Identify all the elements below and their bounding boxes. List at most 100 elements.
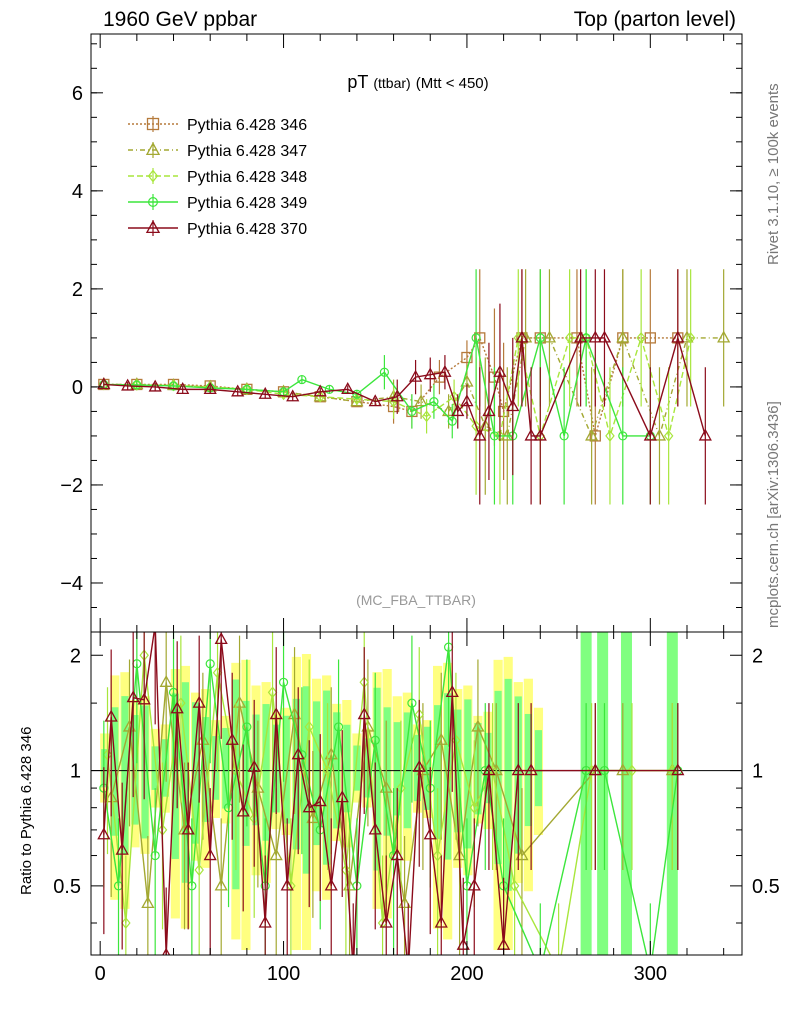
ratio-point — [150, 619, 161, 629]
data-point — [643, 428, 657, 441]
x-tick-label: 300 — [634, 963, 667, 985]
ratio-point — [434, 732, 448, 745]
ratio-band-green — [363, 738, 371, 798]
ratio-y-tick-label: 2 — [752, 645, 763, 667]
ratio-point — [412, 759, 426, 772]
title-sub: (ttbar) — [373, 75, 410, 91]
ratio-point — [236, 804, 250, 817]
ratio-point — [104, 709, 118, 722]
ratio-point — [536, 967, 544, 975]
ratio-point — [97, 827, 111, 840]
ratio-point — [269, 848, 283, 861]
ratio-band-green — [181, 682, 190, 883]
data-point — [132, 380, 142, 390]
x-tick-label: 200 — [450, 963, 483, 985]
data-point — [698, 428, 712, 441]
data-point — [315, 390, 325, 403]
ratio-point — [302, 800, 316, 813]
data-point — [717, 330, 731, 343]
ratio-point — [225, 732, 239, 745]
data-point — [513, 331, 524, 344]
data-point — [461, 351, 473, 364]
data-point — [297, 374, 307, 385]
ratio-band-green — [343, 724, 351, 813]
ratio-point — [150, 850, 160, 861]
ratio-point — [511, 763, 525, 776]
ratio-band-green — [373, 687, 381, 871]
ratio-point — [586, 764, 597, 777]
ratio-band-green — [534, 730, 543, 807]
ratio-point — [181, 822, 195, 835]
ratio-point — [368, 822, 382, 835]
ratio-band-green — [423, 726, 432, 810]
plot-title: pT (ttbar) (Mtt < 450) — [347, 72, 488, 92]
ratio-band-green — [464, 699, 472, 849]
data-point — [203, 382, 217, 395]
data-point — [421, 410, 432, 423]
data-point — [471, 420, 481, 433]
ratio-band-green — [212, 736, 220, 800]
data-point — [535, 333, 545, 343]
ratio-point — [205, 659, 215, 669]
ratio-point — [102, 748, 113, 761]
data-point — [495, 429, 505, 442]
data-point — [460, 394, 474, 407]
ratio-point — [482, 763, 496, 776]
ratio-band-green — [151, 746, 159, 790]
data-point — [441, 404, 456, 417]
ratio-band-green — [101, 749, 109, 788]
ratio-point — [335, 790, 349, 803]
x-tick-label: 0 — [95, 963, 106, 985]
ratio-point — [487, 764, 498, 777]
ratio-point — [403, 965, 414, 975]
ratio-series-layer — [91, 619, 742, 975]
ratio-point — [370, 735, 380, 745]
ratio-point — [515, 848, 529, 861]
data-point — [597, 330, 612, 343]
ratio-band-green — [141, 705, 149, 839]
energy-label: 1960 GeV ppbar — [103, 8, 258, 31]
ratio-line-s349 — [103, 647, 679, 955]
legend: Pythia 6.428 346 Pythia 6.428 347 Pythia 6… — [128, 116, 307, 238]
ratio-point — [267, 686, 278, 699]
ratio-point — [214, 878, 228, 891]
ratio-point — [203, 848, 217, 861]
ratio-band-green — [131, 715, 139, 825]
ratio-y-tick-label: 0.5 — [53, 876, 81, 898]
data-point — [97, 377, 111, 390]
ratio-point — [278, 677, 289, 687]
ratio-point — [170, 701, 184, 714]
data-point — [663, 429, 674, 442]
data-point — [379, 367, 390, 377]
ratio-line-s347 — [110, 682, 673, 904]
ratio-band-green — [202, 717, 210, 822]
ratio-y-tick-label: 0.5 — [752, 876, 780, 898]
ratio-point — [121, 917, 131, 929]
ratio-point — [242, 722, 252, 732]
ratio-band-green — [171, 693, 179, 859]
ratio-point — [137, 692, 151, 705]
ratio-point — [467, 878, 481, 891]
ratio-point — [588, 763, 602, 776]
ratio-band-green — [383, 707, 391, 836]
data-point — [368, 394, 382, 407]
data-point — [231, 384, 245, 397]
ratio-point — [269, 707, 283, 720]
data-point — [685, 331, 696, 344]
legend-label: Pythia 6.428 370 — [187, 221, 307, 238]
ratio-point — [348, 965, 359, 975]
title-condition: (Mtt < 450) — [416, 75, 489, 92]
ratio-frame — [90, 631, 743, 956]
ratio-point — [432, 849, 443, 862]
title-main: pT — [347, 72, 368, 92]
data-point — [407, 406, 417, 417]
y-tick-label: −2 — [60, 475, 83, 497]
ratio-point — [341, 864, 351, 876]
ratio-point — [671, 763, 685, 776]
ratio-point — [247, 759, 261, 772]
data-point — [533, 428, 547, 441]
data-point — [574, 330, 588, 343]
data-point — [176, 382, 190, 395]
data-point — [313, 384, 327, 397]
